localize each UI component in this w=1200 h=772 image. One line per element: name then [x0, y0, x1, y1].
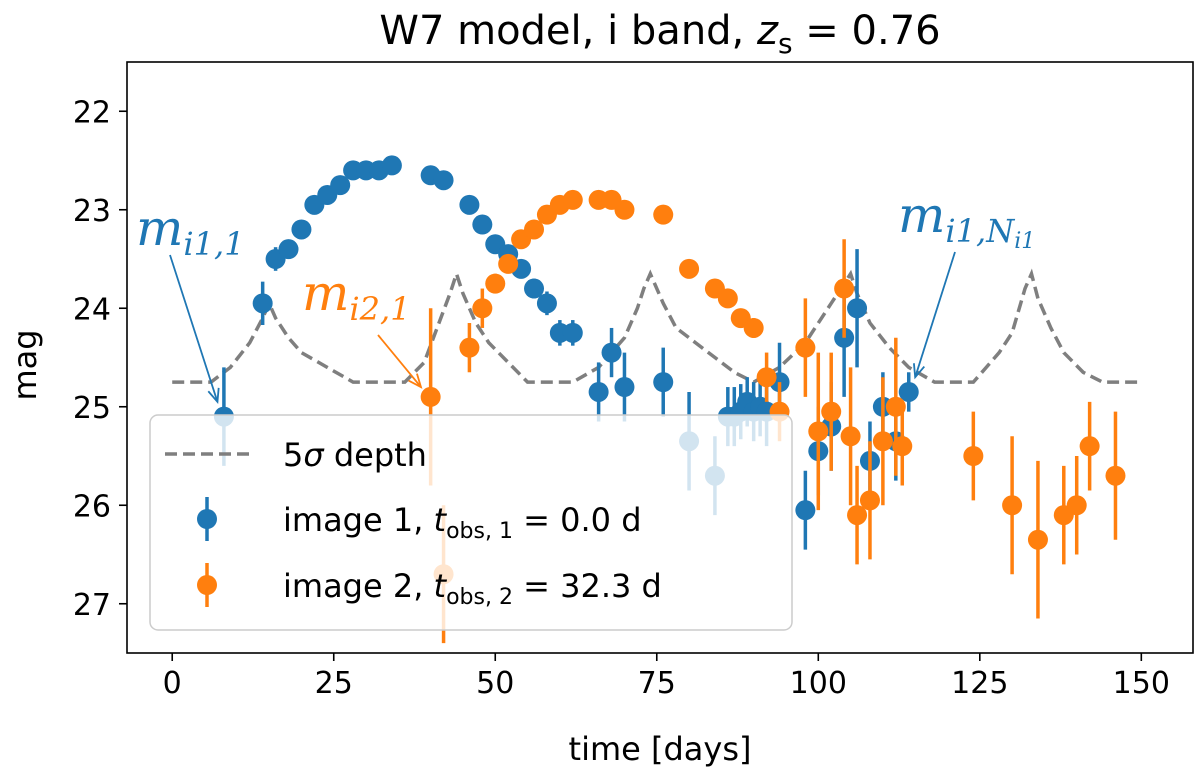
data-point [898, 381, 919, 402]
y-tick-label: 22 [73, 95, 111, 130]
x-tick-label: 50 [476, 666, 514, 701]
title-suffix: = 0.76 [793, 8, 941, 54]
title-prefix: W7 model, i band, [379, 8, 757, 54]
data-point [588, 381, 609, 402]
data-point [1002, 495, 1023, 516]
x-tick-label: 100 [790, 666, 847, 701]
x-tick-label: 25 [315, 666, 353, 701]
legend-box [149, 414, 793, 631]
data-point [459, 337, 480, 358]
x-tick-label: 75 [638, 666, 676, 701]
data-point [892, 436, 913, 457]
data-point [859, 490, 880, 511]
annotation-arrowhead [408, 373, 423, 389]
data-point [834, 278, 855, 299]
data-point [1105, 465, 1126, 486]
data-point [420, 386, 441, 407]
annotation-label: mi2,1 [302, 264, 411, 328]
x-axis: 0 25 50 75 100 125 150 [163, 653, 1170, 701]
data-point [614, 199, 635, 220]
title-var: z [756, 8, 779, 54]
y-tick-label: 23 [73, 194, 111, 229]
annotation-arrow [914, 251, 956, 378]
annotation-m-i2-1: mi2,1 [302, 264, 423, 389]
data-point [278, 239, 299, 260]
legend-image-2-label: image 2, tobs, 2 = 32.3 d [283, 567, 662, 610]
data-point [743, 317, 764, 338]
data-point [808, 421, 829, 442]
chart-title: W7 model, i band, zs = 0.76 [379, 8, 940, 60]
data-point [472, 298, 493, 319]
legend-image-1-label: image 1, tobs, 1 = 0.0 d [283, 501, 642, 544]
data-point [381, 155, 402, 176]
data-point [679, 258, 700, 279]
annotation-arrowhead [913, 363, 925, 380]
annotation-label: mi1,Ni1 [898, 186, 1035, 254]
data-point [252, 293, 273, 314]
annotation-label: mi1,1 [136, 199, 245, 263]
series-image-2 [420, 189, 1126, 644]
data-point [1079, 436, 1100, 457]
data-point [330, 175, 351, 196]
legend-depth-label: 5σ depth [283, 436, 427, 474]
annotation-arrow [169, 254, 219, 403]
x-tick-label: 125 [951, 666, 1008, 701]
data-point [795, 337, 816, 358]
x-tick-label: 0 [163, 666, 182, 701]
legend-image-1-marker [197, 497, 217, 541]
y-tick-label: 25 [73, 391, 111, 426]
legend: 5σ depth image 1, tobs, 1 = 0.0 d image … [149, 414, 793, 631]
data-point [963, 446, 984, 466]
data-point [614, 377, 635, 398]
data-point [717, 288, 738, 309]
data-point [433, 170, 454, 191]
annotation-m-i1-Ni1: mi1,Ni1 [898, 186, 1035, 380]
y-tick-label: 26 [73, 489, 111, 524]
data-point [872, 431, 893, 452]
data-point [840, 426, 861, 447]
data-point [821, 401, 842, 422]
annotation-m-i1-1: mi1,1 [136, 199, 245, 405]
annotation-arrowhead [207, 387, 220, 405]
y-tick-label: 27 [73, 588, 111, 623]
plot-frame [126, 61, 1194, 654]
plot-area [172, 155, 1142, 644]
data-point [562, 322, 583, 343]
annotation-arrow [377, 334, 422, 388]
data-point [653, 372, 674, 393]
data-point [459, 194, 480, 215]
annotations: mi1,1 mi2,1 mi1,Ni1 [136, 186, 1035, 405]
data-point [291, 219, 312, 240]
data-point [498, 253, 519, 274]
data-point [847, 505, 868, 526]
data-point [1066, 495, 1087, 516]
data-point [536, 293, 557, 314]
data-point [485, 273, 506, 294]
legend-image-2-marker [197, 563, 217, 607]
title-sub: s [778, 27, 793, 60]
data-point [562, 189, 583, 210]
data-point [795, 500, 816, 521]
data-point [472, 214, 493, 235]
data-point [524, 219, 545, 240]
y-tick-label: 24 [73, 292, 111, 327]
data-point [847, 298, 868, 319]
y-axis: 22 23 24 25 26 27 [73, 95, 127, 623]
data-point [601, 342, 622, 363]
x-tick-label: 150 [1113, 666, 1170, 701]
y-axis-label: mag [6, 329, 44, 400]
data-point [653, 204, 674, 225]
data-point [756, 367, 777, 388]
x-axis-label: time [days] [569, 730, 752, 768]
depth-curve [172, 268, 1142, 385]
data-point [1027, 529, 1048, 550]
data-point [524, 278, 545, 299]
